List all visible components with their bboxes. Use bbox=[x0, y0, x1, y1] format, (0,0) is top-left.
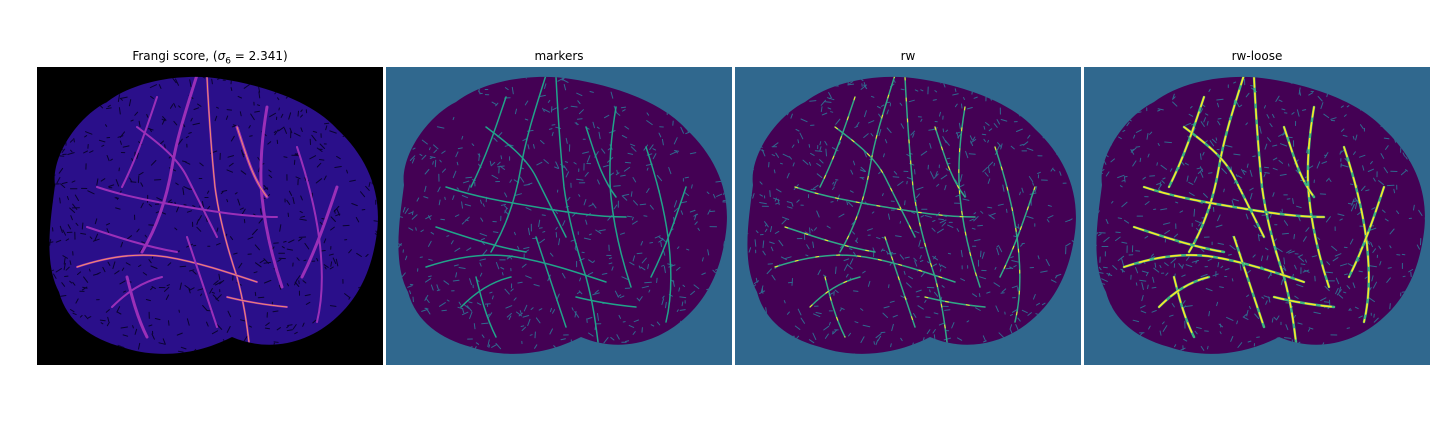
rw-title: rw bbox=[900, 49, 916, 63]
vessel-segment bbox=[1122, 253, 1306, 284]
rw-loose-image bbox=[1084, 67, 1430, 365]
vessel-highlight bbox=[1183, 126, 1265, 238]
vessel-highlight bbox=[1253, 76, 1297, 343]
vessel-highlight bbox=[784, 226, 876, 253]
vessel-highlight bbox=[1233, 236, 1265, 328]
tissue-region bbox=[49, 76, 378, 354]
vessel-highlight bbox=[1307, 106, 1330, 288]
rw-loose-title: rw-loose bbox=[1231, 49, 1283, 63]
vessel-segment bbox=[555, 76, 599, 343]
vessel-highlight bbox=[904, 76, 948, 343]
vessel-segment bbox=[96, 186, 278, 218]
vessel-core bbox=[226, 296, 288, 308]
rw-image bbox=[735, 67, 1081, 365]
vessel-segment bbox=[186, 236, 218, 328]
vessel-segment bbox=[794, 186, 976, 218]
vessel-segment bbox=[774, 254, 956, 283]
vessel-segment bbox=[924, 296, 986, 308]
vessel-highlight bbox=[819, 96, 856, 188]
vessel-highlight bbox=[1348, 186, 1385, 278]
vessel-segment bbox=[609, 106, 632, 288]
vessel-segment bbox=[125, 275, 149, 339]
vessel-core bbox=[206, 76, 250, 343]
vessel-segment bbox=[824, 276, 846, 338]
vessel-segment bbox=[259, 105, 284, 289]
tissue-region bbox=[1096, 76, 1425, 354]
tissue-texture bbox=[1096, 76, 1425, 354]
vessel-segment bbox=[140, 76, 199, 254]
frangi-score-panel: Frangi score, (σ6 = 2.341) bbox=[37, 48, 383, 365]
vessel-segment bbox=[111, 276, 163, 308]
markers-image bbox=[386, 67, 732, 365]
markers-title: markers bbox=[534, 49, 584, 63]
vessel-highlight bbox=[1133, 226, 1225, 253]
vessel-segment bbox=[934, 126, 966, 198]
vessel-highlight bbox=[1343, 146, 1370, 323]
vessel-highlight bbox=[1273, 296, 1335, 308]
vessel-segment bbox=[300, 185, 339, 279]
vessel-segment bbox=[839, 76, 896, 253]
vessel-core bbox=[236, 126, 268, 198]
rw-loose-panel: rw-loose bbox=[1084, 48, 1430, 365]
vessel-segment bbox=[86, 226, 178, 253]
vessel-segment bbox=[535, 236, 567, 328]
vessel-segment bbox=[425, 254, 607, 283]
vessel-segment bbox=[1142, 185, 1326, 219]
tissue-region bbox=[747, 76, 1076, 354]
vessel-core bbox=[76, 254, 258, 283]
vessel-segment bbox=[460, 276, 512, 308]
vessel-highlight bbox=[884, 236, 916, 328]
vessel-segment bbox=[136, 126, 218, 238]
tissue-region bbox=[398, 76, 727, 354]
vessel-segment bbox=[490, 76, 547, 253]
vessel-highlight bbox=[1283, 126, 1315, 198]
markers-panel: markers bbox=[386, 48, 732, 365]
vessel-segment bbox=[435, 226, 527, 253]
vessel-segment bbox=[470, 96, 507, 188]
vessel-segment bbox=[475, 276, 497, 338]
vessel-segment bbox=[958, 106, 981, 288]
vessel-highlight bbox=[1158, 276, 1210, 308]
vessel-segment bbox=[809, 276, 861, 308]
vessel-highlight bbox=[1168, 96, 1205, 188]
vessel-segment bbox=[445, 186, 627, 218]
vessel-highlight bbox=[1188, 76, 1245, 253]
vessel-highlight bbox=[834, 126, 916, 238]
vessel-segment bbox=[650, 186, 687, 278]
vessel-segment bbox=[585, 126, 617, 198]
frangi-score-image bbox=[37, 67, 383, 365]
vessel-segment bbox=[485, 126, 567, 238]
vessel-highlight bbox=[1173, 276, 1195, 338]
frangi-score-title: Frangi score, (σ6 = 2.341) bbox=[132, 49, 288, 67]
vessel-segment bbox=[121, 96, 158, 188]
rw-panel: rw bbox=[735, 48, 1081, 365]
vessel-segment bbox=[575, 296, 637, 308]
vessel-highlight bbox=[999, 186, 1036, 278]
tissue-texture bbox=[398, 76, 727, 354]
